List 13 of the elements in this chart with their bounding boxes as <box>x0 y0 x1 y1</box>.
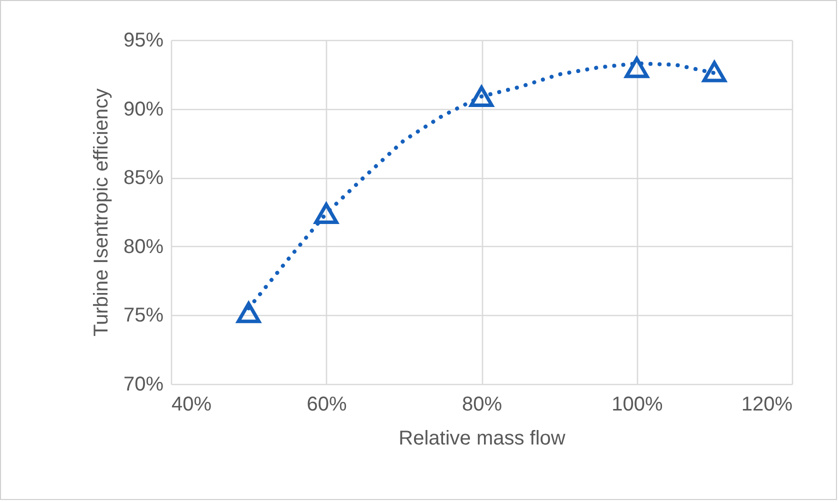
x-tick-label: 80% <box>462 394 502 416</box>
x-tick-label: 40% <box>172 394 212 416</box>
x-axis-title: Relative mass flow <box>398 428 566 450</box>
y-tick-label: 75% <box>123 304 164 327</box>
y-tick-label: 80% <box>123 236 164 258</box>
y-tick-label: 70% <box>123 374 164 396</box>
x-tick-label: 60% <box>306 394 347 416</box>
y-tick-label: 85% <box>123 167 164 190</box>
y-axis-title: Turbine Isentropic efficiency <box>90 88 112 336</box>
x-tick-label: 120% <box>741 394 793 416</box>
y-tick-label: 90% <box>123 98 164 120</box>
x-tick-label: 100% <box>612 394 664 416</box>
y-tick-label: 95% <box>123 30 164 52</box>
